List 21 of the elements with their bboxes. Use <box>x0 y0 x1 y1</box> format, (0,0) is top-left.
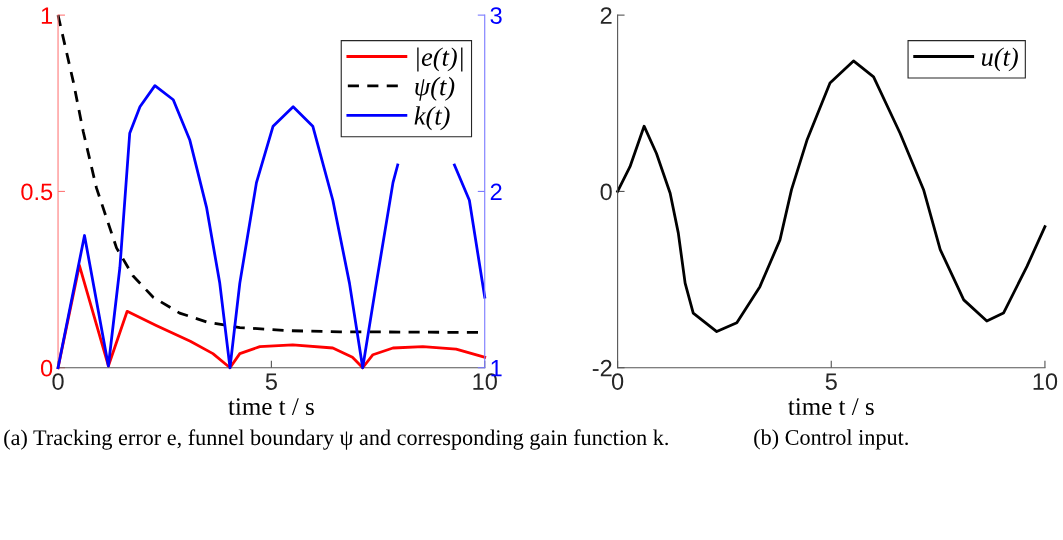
y-tick-label: 0.5 <box>21 183 53 201</box>
legend-label: ψ(t) <box>415 76 455 101</box>
x-tick-label: 5 <box>825 373 837 390</box>
legend-label: u(t) <box>981 47 1018 72</box>
x-tick-label: 10 <box>1033 373 1058 390</box>
text: (a) Tracking error e, funnel boundary ψ and corresponding gain function k. <box>4 429 668 450</box>
text: (b) Control input. <box>754 429 908 450</box>
y-tick-label: 2 <box>600 7 612 24</box>
x-axis-title: time t / s <box>228 398 314 415</box>
x-axis-title: time t / s <box>788 398 874 415</box>
x-tick-label: 0 <box>611 373 624 390</box>
y-tick-label: -2 <box>592 359 612 377</box>
y-tick-label: 1 <box>41 7 53 24</box>
legend-label: |e(t)| <box>417 47 463 72</box>
y-tick-label: 0 <box>600 183 612 201</box>
legend-label: k(t) <box>414 106 450 131</box>
y2-tick-label: 2 <box>490 183 502 200</box>
y-tick-label: 0 <box>40 359 53 377</box>
x-tick-label: 5 <box>265 373 277 390</box>
x-tick-label: 0 <box>52 373 64 390</box>
y2-tick-label: 3 <box>490 7 502 24</box>
